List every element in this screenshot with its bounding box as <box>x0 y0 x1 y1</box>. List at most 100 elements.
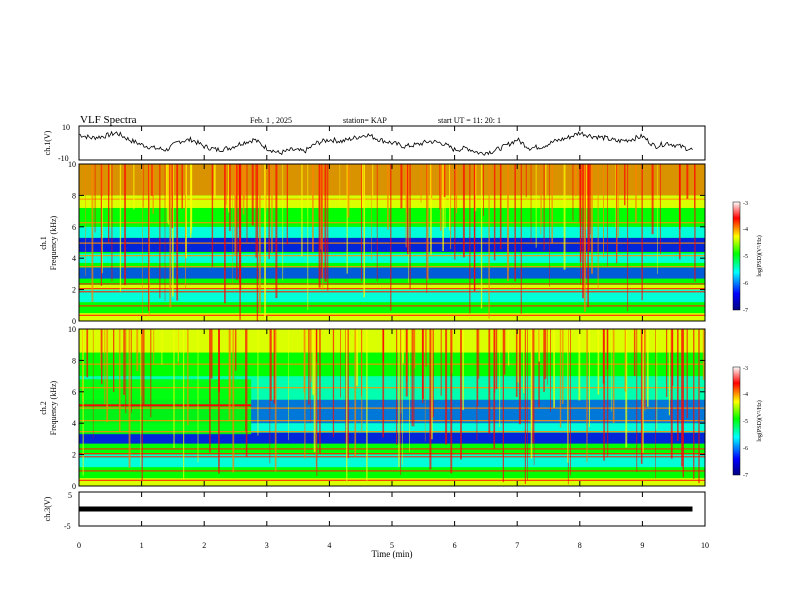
spectrogram-sferic <box>143 329 145 406</box>
spectrogram-sferic <box>597 164 599 290</box>
spectrogram-sferic <box>520 164 522 314</box>
spectrogram-sferic <box>273 329 276 404</box>
spectrogram-sferic <box>476 329 478 440</box>
spectrogram-sferic <box>538 329 541 362</box>
x-axis-label: Time (min) <box>372 549 413 559</box>
spectrogram-sferic <box>579 164 582 263</box>
spectrogram-sferic <box>245 329 246 432</box>
spectrogram-sferic <box>346 329 348 482</box>
spectrogram-sferic <box>347 164 350 218</box>
spectrogram-sferic <box>607 329 609 458</box>
spectrogram-sferic <box>597 329 600 395</box>
spectrogram-sferic <box>258 164 261 313</box>
spectrogram-line <box>79 291 705 293</box>
spectrogram-sferic <box>166 164 168 223</box>
spectrogram-line <box>79 305 705 307</box>
spectrogram-sferic <box>533 329 535 465</box>
spectrogram-sferic <box>402 329 403 465</box>
spectrogram-sferic <box>547 329 548 385</box>
spectrogram-sferic <box>607 164 608 267</box>
spectrogram-band <box>79 432 705 444</box>
spectrogram-sferic <box>563 164 566 270</box>
spectrogram-sferic <box>269 329 271 464</box>
spectrogram-sferic <box>400 329 402 475</box>
spectrogram-sferic <box>100 329 101 369</box>
spectrogram-band <box>79 289 705 303</box>
spectrogram-sferic <box>363 164 365 298</box>
spectrogram-sferic <box>371 164 372 260</box>
ch2-cbar-tick-3: -3 <box>743 366 748 372</box>
spectrogram-sferic <box>168 164 170 221</box>
spectrogram-sferic <box>586 329 588 463</box>
spectrogram-sferic <box>172 164 174 297</box>
spectrogram-sferic <box>530 164 532 244</box>
spectrogram-sferic <box>307 164 309 310</box>
spectrogram-sferic <box>187 329 189 426</box>
spectrogram-sferic <box>636 329 638 472</box>
spectrogram-sferic <box>499 329 501 428</box>
spectrogram-sferic <box>382 329 385 438</box>
spectrogram-sferic <box>101 329 103 385</box>
spectrogram-sferic <box>372 164 374 199</box>
spectrogram-sferic <box>488 164 490 319</box>
spectrogram-sferic <box>420 164 422 203</box>
spectrogram-sferic <box>340 329 341 398</box>
spectrogram-sferic <box>164 164 166 301</box>
spectrogram-sferic <box>666 329 668 397</box>
spectrogram-sferic <box>183 329 185 480</box>
xtick-label: 0 <box>77 541 81 550</box>
spectrogram-sferic <box>460 329 462 460</box>
spectrogram-sferic <box>159 164 161 299</box>
spectrogram-sferic <box>150 329 152 418</box>
spectrogram-sferic <box>286 164 288 245</box>
ch3-ytick-top: 5 <box>68 491 72 500</box>
spectrogram-sferic <box>587 164 589 308</box>
ch1-spectrogram-image <box>79 164 705 321</box>
spectrogram-sferic <box>405 164 407 248</box>
spectrogram-sferic <box>190 164 192 238</box>
spectrogram-line <box>79 453 705 455</box>
spectrogram-sferic <box>92 329 94 439</box>
figure-title: VLF Spectra <box>80 114 137 126</box>
spectrogram-sferic <box>477 329 479 407</box>
spectrogram-sferic <box>439 164 442 231</box>
ch2-spectrogram-image <box>79 329 705 486</box>
spectrogram-sferic <box>616 164 618 264</box>
spectrogram-sferic <box>584 164 586 312</box>
spectrogram-sferic <box>235 329 237 371</box>
spectrogram-sferic <box>578 329 581 401</box>
spectrogram-sferic <box>473 164 476 292</box>
spectrogram-sferic <box>308 329 310 405</box>
spectrogram-sferic <box>588 164 591 251</box>
spectrogram-sferic <box>641 164 643 301</box>
ytick-label: 8 <box>72 356 76 365</box>
ch2-spectrogram-panel: 0 2 4 6 8 10 ch.2 Frequency (kHz) -3 -4 -5 -6… <box>39 325 763 491</box>
spectrogram-sferic <box>136 329 139 372</box>
spectrogram-sferic <box>572 164 574 221</box>
spectrogram-sferic <box>177 329 179 362</box>
ch1-spectrogram-label-channel: ch.1 <box>39 236 48 250</box>
spectrogram-sferic <box>128 329 131 468</box>
ch1-colorbar-label: log(PSD)(V²/Hz) <box>756 235 763 276</box>
spectrogram-sferic <box>301 164 303 257</box>
spectrogram-sferic <box>627 164 629 312</box>
spectrogram-sferic <box>229 329 231 397</box>
ch2-colorbar-label: log(PSD)(V²/Hz) <box>756 400 763 441</box>
spectrogram-sferic <box>313 329 316 453</box>
spectrogram-sferic <box>133 164 135 210</box>
spectrogram-sferic <box>100 164 102 286</box>
spectrogram-band <box>79 226 705 238</box>
spectrogram-sferic <box>686 329 688 419</box>
spectrogram-sferic <box>245 329 248 457</box>
spectrogram-sferic <box>234 164 237 225</box>
xtick-label: 5 <box>390 541 394 550</box>
ch1-ylabel: ch.1(V) <box>43 130 52 155</box>
xtick-label: 3 <box>265 541 269 550</box>
spectrogram-sferic <box>538 329 540 408</box>
spectrogram-sferic <box>502 329 504 483</box>
spectrogram-sferic <box>400 164 403 209</box>
spectrogram-sferic <box>239 164 241 320</box>
spectrogram-sferic <box>271 164 273 253</box>
spectrogram-sferic <box>686 164 689 199</box>
spectrogram-sferic <box>310 329 312 382</box>
